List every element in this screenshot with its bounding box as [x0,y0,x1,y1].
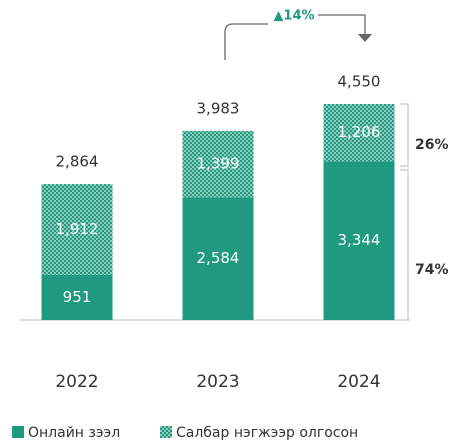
value-label: 1,912 [56,220,99,238]
legend-swatch [12,426,24,438]
bar-segment [41,184,113,275]
share-bracket [400,103,409,167]
bar-segment [182,197,254,320]
value-label: 3,344 [338,231,381,249]
share-label: 26% [415,137,449,153]
legend-label: Онлайн зээл [28,425,120,440]
value-label: 1,399 [197,155,240,173]
growth-label: ▲14% [273,9,314,24]
value-label: 2,584 [197,249,240,267]
x-tick-label: 2024 [337,372,380,392]
arrow-head [358,34,372,42]
growth-arrow [318,14,366,36]
x-tick-label: 2022 [55,372,98,392]
bar-segment [323,104,395,162]
growth-arrow [224,23,268,60]
bar-segment [41,274,113,320]
legend-label: Салбар нэгжээр олгосон [176,425,358,440]
share-bracket [400,169,409,321]
total-label: 3,983 [197,99,240,117]
value-label: 951 [63,288,92,306]
total-label: 2,864 [56,153,99,171]
bar-segment [182,130,254,198]
legend-swatch [160,426,172,438]
share-label: 74% [415,262,449,278]
bar-segment [323,161,395,320]
value-label: 1,206 [338,123,381,141]
total-label: 4,550 [338,73,381,91]
x-tick-label: 2023 [196,372,239,392]
